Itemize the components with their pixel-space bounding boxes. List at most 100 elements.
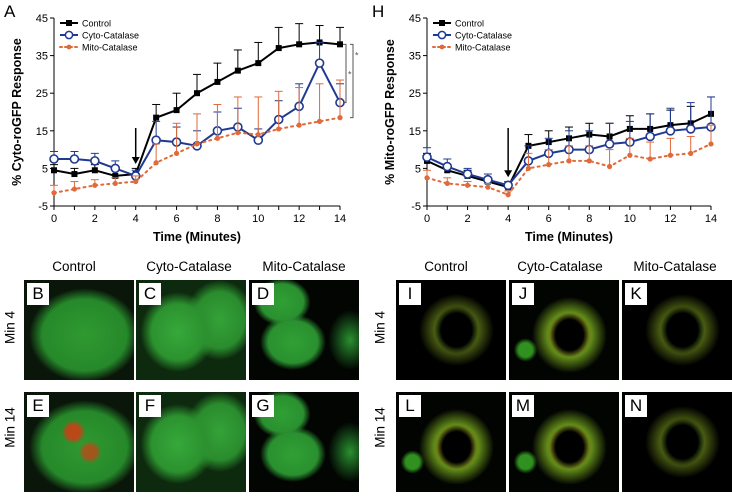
legend-marker <box>66 20 72 26</box>
x-tick-label: 6 <box>546 213 552 225</box>
x-tick-label: 14 <box>705 213 717 225</box>
x-tick-label: 8 <box>586 213 592 225</box>
image-tile-k: K <box>622 280 732 380</box>
data-point <box>546 162 552 168</box>
x-tick-label: 10 <box>624 213 636 225</box>
x-tick-label: 4 <box>505 213 511 225</box>
image-tile-f: F <box>136 392 246 492</box>
image-tile-b: B <box>24 280 134 380</box>
data-point <box>112 172 119 179</box>
data-point <box>49 154 59 164</box>
data-point <box>173 150 180 156</box>
data-point <box>665 126 676 136</box>
data-point <box>214 78 221 85</box>
image-tile-n: N <box>622 392 732 492</box>
data-point <box>255 131 261 138</box>
y-axis-label: % Cyto-roGFP Response <box>10 38 24 186</box>
tile-label-f: F <box>139 395 161 417</box>
tile-label-j: J <box>512 283 534 305</box>
legend-label: Mito-Catalase <box>82 43 138 53</box>
data-point <box>110 163 121 174</box>
legend-marker <box>439 20 445 26</box>
data-point <box>253 135 264 145</box>
data-point <box>444 180 450 187</box>
data-point <box>255 60 262 67</box>
data-point <box>604 139 615 149</box>
data-point <box>151 135 161 145</box>
tile-label-e: E <box>27 395 49 417</box>
data-point <box>90 156 100 166</box>
x-tick-label: 0 <box>424 213 430 225</box>
x-tick-label: 10 <box>252 213 264 225</box>
image-tile-e: E <box>24 392 134 492</box>
tile-label-k: K <box>625 283 647 305</box>
legend-marker <box>439 44 445 50</box>
y-tick-label: -5 <box>411 201 421 213</box>
data-point <box>606 163 613 170</box>
image-tile-m: M <box>509 392 619 492</box>
significance-star: * <box>348 69 352 79</box>
data-point <box>51 190 57 196</box>
data-point <box>235 130 241 136</box>
data-point <box>296 41 303 48</box>
legend-label: Control <box>82 19 111 29</box>
data-point <box>485 184 491 190</box>
x-axis-label: Time (Minutes) <box>525 230 613 244</box>
col-header-control-left: Control <box>52 259 96 274</box>
y-tick-label: -5 <box>38 201 48 213</box>
legend-marker <box>437 30 447 40</box>
data-point <box>627 152 633 158</box>
tile-label-l: L <box>399 395 421 417</box>
x-tick-label: 4 <box>133 213 139 225</box>
panel-letter-a: A <box>4 2 16 21</box>
data-point <box>316 118 323 124</box>
data-point <box>708 141 714 147</box>
x-tick-label: 12 <box>664 213 676 225</box>
x-tick-label: 12 <box>293 213 305 225</box>
chart-a: -5 5 15 25 35 45 0 2 4 6 8 10 12 14 Time (Minutes) % Cy… <box>10 13 359 244</box>
data-point <box>92 182 98 188</box>
x-tick-label: 0 <box>51 213 57 225</box>
data-point <box>645 131 655 142</box>
data-point <box>337 115 343 121</box>
image-tile-i: I <box>396 280 506 380</box>
tile-label-g: G <box>252 395 274 417</box>
significance-bracket <box>350 43 354 119</box>
data-point <box>153 114 160 121</box>
image-tile-j: J <box>509 280 619 380</box>
x-tick-label: 8 <box>214 213 220 225</box>
y-tick-label: 35 <box>409 51 421 63</box>
data-point <box>51 167 57 174</box>
data-point <box>464 182 471 188</box>
legend-label: Mito-Catalase <box>455 43 511 53</box>
tile-label-n: N <box>625 395 647 417</box>
data-point <box>314 58 325 68</box>
tile-label-i: I <box>399 283 421 305</box>
data-point <box>442 161 453 172</box>
data-point <box>194 141 200 147</box>
data-point <box>275 45 282 52</box>
y-tick-label: 25 <box>36 88 48 100</box>
y-axis-label: % Mito-roGFP Response <box>383 39 397 185</box>
data-point <box>71 186 78 192</box>
x-tick-label: 6 <box>174 213 180 225</box>
data-point <box>505 192 511 198</box>
data-point <box>69 154 80 164</box>
data-point <box>462 169 473 179</box>
legend-marker <box>64 30 74 40</box>
image-tile-g: G <box>249 392 359 492</box>
series-mito-catalase <box>50 79 344 196</box>
y-tick-label: 35 <box>36 51 48 63</box>
col-header-cyto-right: Cyto-Catalase <box>517 259 603 274</box>
tile-label-m: M <box>512 395 534 417</box>
row-header-min14-right: Min 14 <box>372 407 388 448</box>
data-point <box>153 160 159 166</box>
row-header-min4-right: Min 4 <box>372 311 388 345</box>
x-tick-label: 2 <box>465 213 471 225</box>
series-mito-catalase <box>423 124 715 198</box>
image-tile-l: L <box>396 392 506 492</box>
y-tick-label: 25 <box>409 88 421 100</box>
data-point <box>647 156 653 162</box>
col-header-mito-left: Mito-Catalase <box>262 259 346 274</box>
